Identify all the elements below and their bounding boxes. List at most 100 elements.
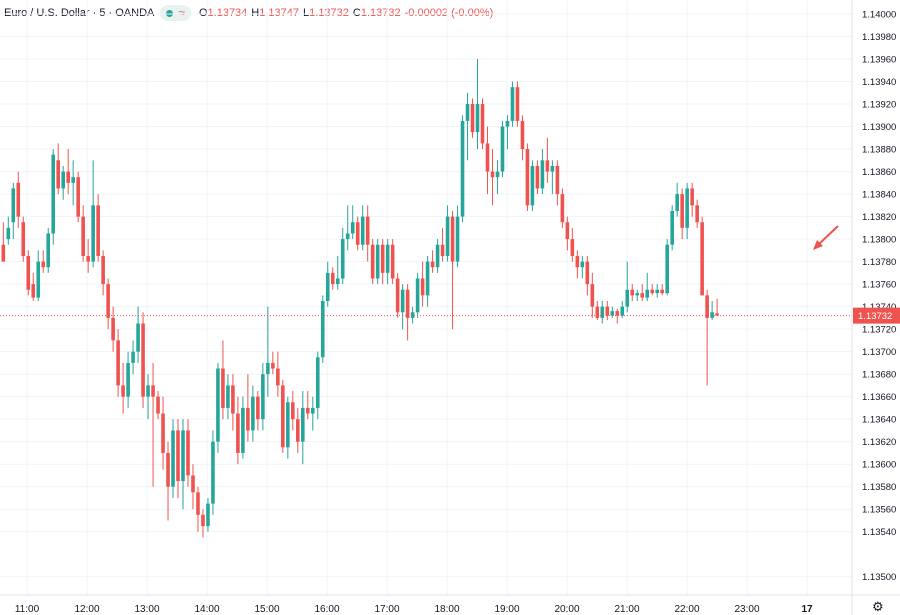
candle — [141, 312, 145, 408]
time-axis[interactable]: 11:00 12:00 13:00 14:00 15:00 16:00 17:00 18:00… — [0, 594, 900, 615]
x-tick-label: 13:00 — [134, 604, 159, 615]
candle — [390, 239, 395, 285]
candle-body — [355, 222, 360, 245]
candle — [46, 227, 51, 273]
candle — [296, 407, 300, 453]
candle — [1, 222, 6, 262]
candle-body — [370, 244, 375, 279]
candle — [425, 255, 430, 307]
candle-body — [71, 177, 75, 183]
ohlc-low: 1.13732 — [309, 7, 349, 19]
candle-body — [171, 430, 175, 487]
candle-body — [1, 244, 6, 262]
candle-body — [221, 368, 225, 408]
y-tick-label: 1.13880 — [862, 145, 896, 156]
candle-body — [131, 351, 135, 363]
price-axis[interactable]: 1.14000 1.13980 1.13960 1.13940 1.13920 1.139… — [851, 0, 896, 615]
candle — [695, 199, 699, 228]
symbol-title[interactable]: Euro / U.S. Dollar · 5 · OANDA — [4, 7, 155, 19]
y-tick-label: 1.13500 — [862, 572, 896, 583]
candle-body — [490, 171, 495, 178]
candle-body — [540, 160, 545, 189]
candle-body — [670, 210, 674, 245]
candle-body — [605, 306, 610, 316]
candle-body — [425, 261, 430, 296]
candle — [156, 391, 160, 420]
candle — [91, 160, 95, 268]
candle — [161, 396, 165, 470]
candle — [675, 182, 679, 217]
candle — [51, 149, 56, 245]
candle — [405, 284, 410, 341]
candle — [385, 239, 390, 285]
status-pill[interactable]: ≈ — [160, 5, 191, 21]
candle-body — [585, 261, 590, 285]
candle-body — [565, 222, 570, 240]
candle — [650, 284, 655, 296]
candle — [640, 284, 645, 301]
candle-body — [211, 441, 215, 504]
candle — [540, 149, 545, 195]
candle-body — [256, 396, 260, 420]
candle — [121, 362, 125, 414]
candle — [575, 250, 580, 279]
candle — [415, 272, 420, 318]
candle — [430, 250, 435, 273]
candle-body — [455, 216, 460, 262]
red-arrow-annotation[interactable] — [813, 225, 839, 250]
candle — [605, 301, 610, 321]
y-tick-label: 1.13760 — [862, 280, 896, 291]
candle — [151, 362, 155, 487]
candle-body — [480, 104, 485, 144]
candle-body — [575, 255, 580, 268]
y-tick-label: 1.13900 — [862, 122, 896, 133]
candle-body — [305, 407, 310, 414]
candle-body — [615, 311, 620, 316]
y-tick-label: 1.14000 — [862, 10, 896, 21]
candle-body — [251, 396, 255, 431]
candle-body — [505, 120, 510, 127]
candle — [670, 205, 674, 251]
y-tick-label: 1.13620 — [862, 437, 896, 448]
ohlc-values: O1.13734 H1.13747 L1.13732 C1.13732 -0.0… — [199, 7, 493, 19]
candle — [26, 250, 31, 296]
candle — [710, 301, 714, 321]
candle-body — [620, 306, 625, 316]
candle-body — [595, 306, 600, 318]
candle — [490, 149, 495, 206]
candle — [565, 216, 570, 251]
candle-body — [191, 475, 195, 493]
candle — [635, 289, 640, 301]
candle-body — [61, 171, 65, 189]
candle — [340, 227, 345, 285]
candle-body — [206, 503, 210, 527]
candle — [216, 362, 220, 453]
candle — [325, 261, 330, 307]
candle-body — [430, 261, 435, 268]
candle-body — [320, 301, 325, 358]
candle — [685, 182, 689, 240]
candle-body — [166, 452, 170, 487]
candle-body — [415, 278, 420, 313]
candle-body — [635, 293, 640, 296]
candle — [480, 98, 485, 150]
candle-body — [445, 216, 450, 256]
candle-body — [36, 261, 41, 298]
candle — [410, 306, 415, 324]
candle — [495, 160, 500, 195]
candle-body — [226, 385, 230, 408]
candle — [400, 284, 405, 330]
gear-icon[interactable]: ⚙ — [872, 599, 884, 614]
candle — [286, 396, 290, 459]
candle-body — [555, 165, 560, 195]
candle — [630, 284, 635, 301]
grid — [0, 0, 852, 595]
y-tick-label: 1.13740 — [862, 302, 896, 313]
candle — [485, 126, 490, 195]
candle — [535, 160, 540, 195]
candle-body — [410, 312, 415, 318]
candle-body — [201, 514, 205, 527]
candle-body — [146, 385, 150, 397]
candle-body — [86, 255, 90, 262]
